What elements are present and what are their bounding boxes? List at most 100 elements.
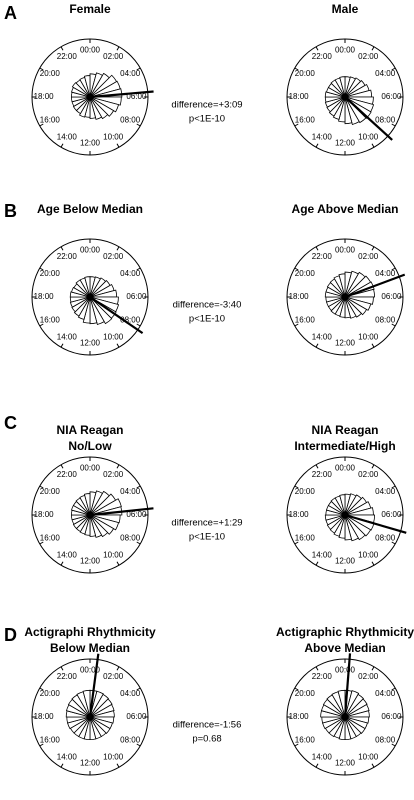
rose-wedge [72, 514, 91, 530]
tick-mark [116, 666, 120, 671]
tick-mark [294, 743, 299, 747]
panel-letter: D [4, 625, 17, 645]
tick-mark [116, 246, 120, 251]
tick-label: 20:00 [295, 69, 316, 78]
rose-wedge [324, 514, 346, 521]
tick-label: 16:00 [295, 315, 316, 324]
tick-label: 00:00 [335, 666, 356, 675]
tick-mark [315, 143, 319, 148]
tick-mark [391, 123, 396, 127]
tick-label: 14:00 [312, 332, 333, 341]
tick-label: 06:00 [381, 292, 402, 301]
tick-label: 12:00 [80, 557, 101, 566]
tick-label: 18:00 [34, 92, 55, 101]
tick-label: 12:00 [80, 759, 101, 768]
tick-label: 00:00 [335, 246, 356, 255]
tick-mark [39, 67, 44, 71]
chart-title: Male [332, 2, 359, 16]
tick-mark [136, 743, 141, 747]
tick-label: 08:00 [120, 735, 141, 744]
tick-label: 02:00 [103, 252, 124, 261]
tick-mark [315, 246, 319, 251]
annotation: p<1E-10 [189, 314, 225, 325]
tick-label: 02:00 [358, 672, 379, 681]
tick-mark [60, 763, 64, 768]
rose-wedge [344, 96, 353, 125]
tick-label: 12:00 [335, 557, 356, 566]
tick-label: 00:00 [80, 46, 101, 55]
tick-label: 22:00 [312, 252, 333, 261]
tick-mark [39, 267, 44, 271]
tick-label: 10:00 [358, 332, 379, 341]
tick-label: 22:00 [312, 470, 333, 479]
tick-label: 18:00 [34, 712, 55, 721]
tick-mark [294, 67, 299, 71]
rose-wedge [89, 96, 115, 117]
tick-mark [371, 246, 375, 251]
rose-wedge [326, 96, 346, 113]
tick-label: 18:00 [34, 292, 55, 301]
tick-mark [391, 541, 396, 545]
tick-mark [315, 561, 319, 566]
tick-label: 20:00 [40, 689, 61, 698]
chart-subtitle: Below Median [50, 641, 130, 655]
tick-label: 00:00 [80, 666, 101, 675]
tick-label: 06:00 [126, 712, 147, 721]
chart-title: NIA Reagan [57, 423, 124, 437]
tick-mark [391, 485, 396, 489]
rose-wedge [71, 82, 91, 98]
tick-mark [116, 46, 120, 51]
tick-mark [39, 541, 44, 545]
tick-mark [39, 323, 44, 327]
panel-letter: A [4, 3, 17, 23]
rose-wedge [344, 296, 362, 318]
annotation: p<1E-10 [189, 532, 225, 543]
annotation: difference=+1:29 [171, 518, 242, 529]
tick-label: 08:00 [375, 315, 396, 324]
tick-label: 10:00 [103, 132, 124, 141]
tick-label: 08:00 [375, 115, 396, 124]
rose-wedge [344, 296, 351, 319]
tick-mark [136, 67, 141, 71]
tick-mark [315, 343, 319, 348]
rose-wedge [89, 96, 103, 120]
rose-wedge [338, 273, 346, 298]
tick-label: 16:00 [40, 115, 61, 124]
tick-label: 12:00 [335, 139, 356, 148]
tick-mark [136, 485, 141, 489]
tick-mark [136, 323, 141, 327]
tick-label: 00:00 [80, 464, 101, 473]
peak-line [88, 653, 100, 718]
annotation: difference=-1:56 [173, 720, 242, 731]
tick-label: 22:00 [57, 52, 78, 61]
chart-title: Female [69, 2, 111, 16]
tick-label: 02:00 [358, 252, 379, 261]
tick-label: 06:00 [381, 510, 402, 519]
tick-label: 04:00 [120, 269, 141, 278]
rose-wedge [344, 96, 360, 125]
tick-mark [315, 464, 319, 469]
tick-label: 16:00 [40, 735, 61, 744]
tick-label: 22:00 [57, 672, 78, 681]
chart-title: NIA Reagan [312, 423, 379, 437]
tick-label: 16:00 [40, 315, 61, 324]
tick-mark [294, 123, 299, 127]
tick-label: 14:00 [312, 752, 333, 761]
rose-wedge [339, 494, 346, 516]
rose-wedge [89, 514, 109, 538]
tick-mark [391, 267, 396, 271]
tick-label: 10:00 [358, 132, 379, 141]
rose-wedge [329, 514, 346, 534]
tick-label: 00:00 [335, 464, 356, 473]
tick-mark [391, 687, 396, 691]
rose-wedge [344, 514, 352, 541]
tick-mark [315, 666, 319, 671]
tick-mark [294, 267, 299, 271]
tick-mark [315, 46, 319, 51]
rose-wedge [326, 514, 346, 530]
peak-line [89, 507, 154, 517]
tick-label: 18:00 [289, 712, 310, 721]
tick-label: 22:00 [312, 52, 333, 61]
rose-wedge [89, 703, 115, 718]
rose-wedge [72, 96, 91, 112]
